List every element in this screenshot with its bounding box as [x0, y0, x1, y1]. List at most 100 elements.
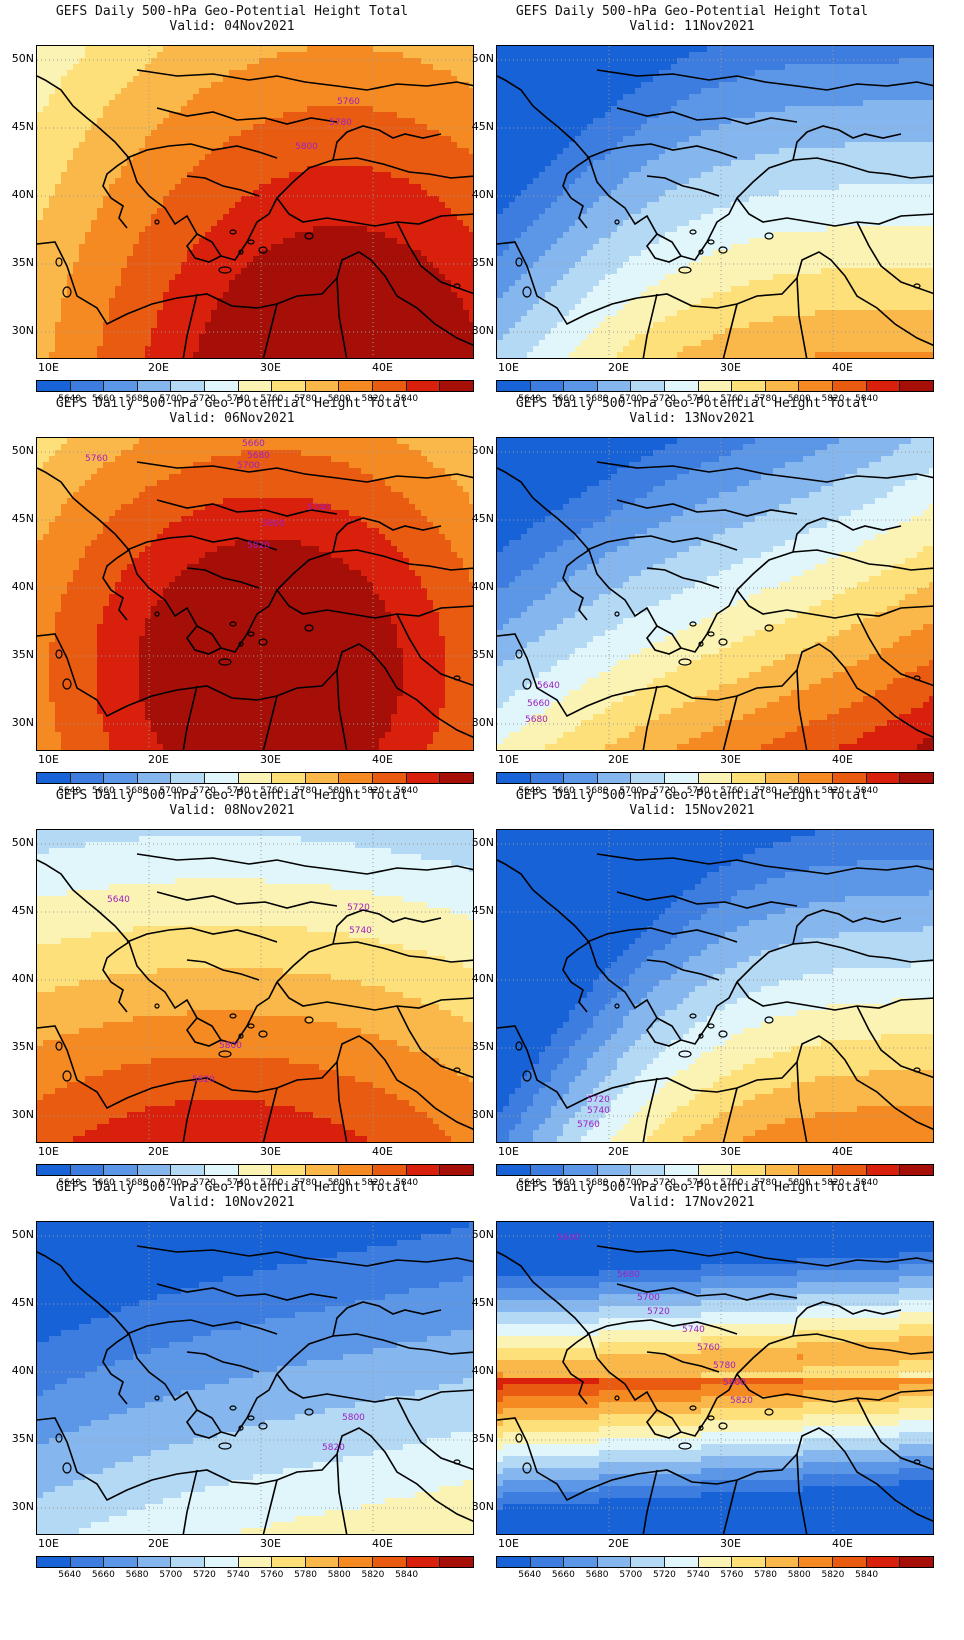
island: [707, 1023, 715, 1029]
colorbar-swatch: [339, 1165, 374, 1175]
colorbar-label: 5640: [518, 786, 541, 796]
lat-label: 50N: [0, 52, 34, 65]
map-panel: GEFS Daily 500-hPa Geo-Potential Height …: [460, 0, 934, 404]
colorbar-swatch: [597, 381, 632, 391]
coastline: [186, 1017, 222, 1047]
colorbar-label: 5680: [586, 1178, 609, 1188]
colorbar-swatch: [866, 381, 901, 391]
colorbar-label: 5700: [159, 786, 182, 796]
coastline: [156, 499, 338, 517]
colorbar-swatch: [698, 1165, 733, 1175]
colorbar-swatch: [900, 1557, 933, 1567]
colorbar-label: 5740: [227, 1178, 250, 1188]
colorbar-swatch: [205, 381, 239, 391]
lon-label: 40E: [832, 1537, 853, 1550]
colorbar-label: 5800: [328, 786, 351, 796]
colorbar-swatch: [205, 1165, 239, 1175]
coastline: [136, 853, 473, 875]
colorbar-label: 5660: [552, 786, 575, 796]
colorbar-labels: 5640 5660 5680 5700 5720 5740 5760 5780 5800 5820…: [36, 394, 474, 406]
island: [614, 219, 620, 225]
island: [238, 249, 244, 255]
coastline: [37, 1251, 98, 1303]
island: [522, 1070, 532, 1082]
contour-label: 5800: [295, 142, 318, 152]
colorbar-label: 5700: [159, 1178, 182, 1188]
lon-label: 40E: [832, 361, 853, 374]
colorbar-swatch: [799, 773, 834, 783]
coastline: [96, 1301, 473, 1437]
island: [515, 649, 523, 659]
colorbar-label: 5680: [126, 786, 149, 796]
coastline: [856, 613, 933, 687]
island: [218, 1442, 232, 1450]
colorbar-swatch: [866, 1557, 901, 1567]
coastline: [497, 75, 558, 127]
contour-label: 5720: [587, 1095, 610, 1105]
lat-label: 45N: [0, 904, 34, 917]
colorbar-labels: 5640 5660 5680 5700 5720 5740 5760 5780 5800 5820…: [496, 786, 934, 798]
colorbar-label: 5820: [361, 394, 384, 404]
colorbar-swatch: [272, 381, 306, 391]
island: [238, 1425, 244, 1431]
colorbar-swatch: [833, 381, 867, 391]
colorbar-label: 5740: [227, 1570, 250, 1580]
colorbar-swatch: [631, 773, 666, 783]
coastline: [156, 1283, 338, 1301]
lat-label: 35N: [0, 1432, 34, 1445]
panel-title-main: GEFS Daily 500-hPa Geo-Potential Height …: [460, 788, 924, 803]
contour-label: 5800: [219, 1041, 242, 1051]
coastline: [646, 1017, 682, 1047]
lon-label: 20E: [148, 1537, 169, 1550]
colorbar-label: 5700: [159, 1570, 182, 1580]
colorbar-swatch: [205, 773, 239, 783]
lon-label: 30E: [720, 1145, 741, 1158]
colorbar-swatch: [373, 1165, 407, 1175]
coastline: [102, 1333, 130, 1405]
coastline: [332, 125, 442, 161]
coastline: [856, 1005, 933, 1079]
colorbar-swatch: [238, 381, 273, 391]
island: [913, 283, 921, 289]
coastline: [497, 1251, 558, 1303]
colorbar-swatch: [765, 1165, 800, 1175]
coastline: [642, 1469, 658, 1534]
colorbar-swatch: [171, 381, 206, 391]
colorbar-label: 5720: [653, 786, 676, 796]
height-field: 5640 5680 5700 5720 5740 5760 5780 5800 5820: [497, 1222, 933, 1534]
colorbar-swatch: [406, 1557, 441, 1567]
island: [614, 1395, 620, 1401]
lon-label: 20E: [148, 361, 169, 374]
colorbar-swatch: [70, 773, 105, 783]
colorbar-swatch: [631, 1165, 666, 1175]
height-field: [497, 46, 933, 358]
colorbar-swatch: [564, 381, 598, 391]
island: [154, 1003, 160, 1009]
coastline: [262, 1479, 278, 1534]
colorbar-swatch: [339, 1557, 374, 1567]
lat-label: 40N: [0, 188, 34, 201]
coastline: [646, 175, 720, 197]
colorbar-swatch: [530, 1557, 565, 1567]
coastline: [792, 1301, 902, 1337]
colorbar-label: 5820: [361, 1178, 384, 1188]
contour-label: 5640: [557, 1233, 580, 1243]
coastline: [562, 941, 590, 1013]
lon-label: 10E: [498, 1145, 519, 1158]
lat-label: 45N: [0, 120, 34, 133]
island: [764, 232, 774, 240]
colorbar-label: 5760: [260, 1178, 283, 1188]
lon-label: 30E: [260, 753, 281, 766]
coastline: [586, 143, 738, 159]
colorbar-label: 5780: [754, 1178, 777, 1188]
lat-label: 40N: [0, 1364, 34, 1377]
colorbar-swatch: [37, 1165, 71, 1175]
map-plot: 5640 5720 5740 5800 5820: [36, 829, 474, 1143]
coastline: [186, 567, 260, 589]
lon-label: 10E: [38, 753, 59, 766]
colorbar-label: 5820: [821, 1178, 844, 1188]
island: [218, 266, 232, 274]
colorbar-swatch: [171, 1557, 206, 1567]
lon-label: 20E: [148, 1145, 169, 1158]
